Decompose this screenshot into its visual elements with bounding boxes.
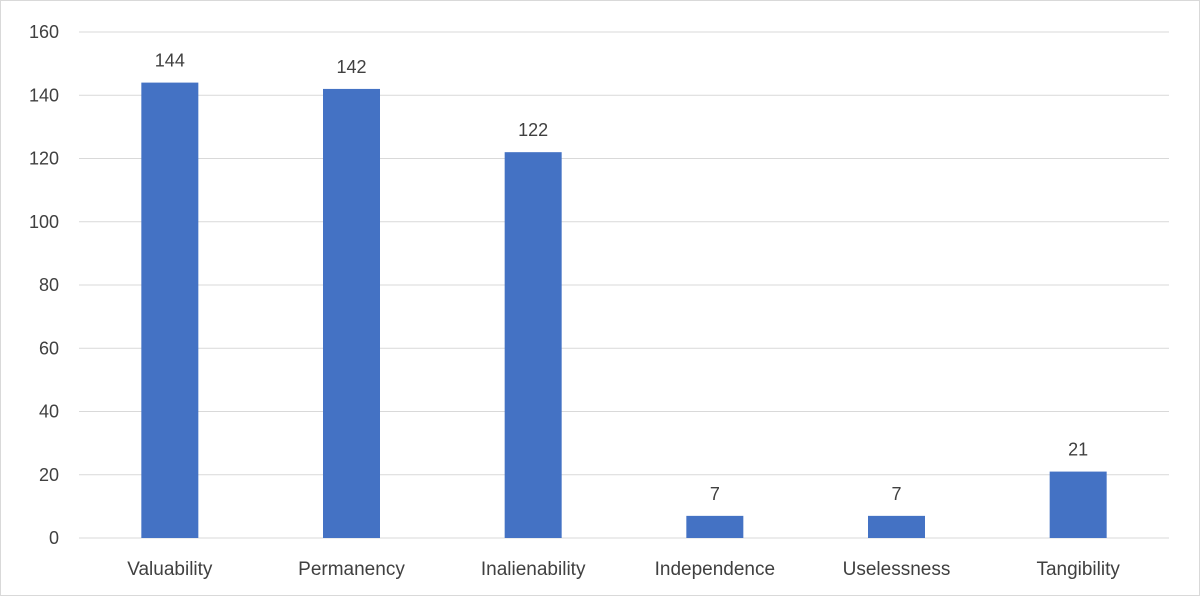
- data-label: 122: [518, 120, 548, 140]
- x-tick-label: Inalienability: [481, 559, 586, 580]
- y-tick-label: 160: [29, 22, 59, 42]
- y-tick-label: 100: [29, 212, 59, 232]
- data-labels: 144 142 122 7 7 21: [155, 51, 1088, 504]
- data-label: 7: [891, 484, 901, 504]
- bar-tangibility: [1049, 471, 1107, 538]
- data-label: 21: [1068, 440, 1088, 460]
- bar-inalienability: [504, 152, 562, 539]
- x-axis-ticks: Valuability Permanency Inalienability Indep…: [127, 559, 1120, 580]
- y-tick-label: 140: [29, 85, 59, 105]
- bar-independence: [686, 515, 744, 538]
- y-tick-label: 120: [29, 149, 59, 169]
- y-axis-ticks: 0 20 40 60 80 100 120 140 160: [29, 22, 59, 548]
- data-label: 144: [155, 51, 185, 71]
- data-label: 142: [336, 57, 366, 77]
- gridlines: [79, 31, 1169, 539]
- y-tick-label: 80: [39, 275, 59, 295]
- bar-permanency: [323, 88, 380, 539]
- data-label: 7: [710, 484, 720, 504]
- y-tick-label: 20: [39, 465, 59, 485]
- bars: [141, 82, 1107, 539]
- x-tick-label: Tangibility: [1036, 559, 1120, 580]
- x-tick-label: Independence: [655, 559, 775, 580]
- y-tick-label: 40: [39, 402, 59, 422]
- y-tick-label: 60: [39, 338, 59, 358]
- bar-uselessness: [868, 515, 925, 538]
- x-tick-label: Permanency: [298, 559, 405, 580]
- x-tick-label: Valuability: [127, 559, 213, 580]
- y-tick-label: 0: [49, 528, 59, 548]
- bar-valuability: [141, 82, 199, 538]
- x-tick-label: Uselessness: [843, 559, 951, 580]
